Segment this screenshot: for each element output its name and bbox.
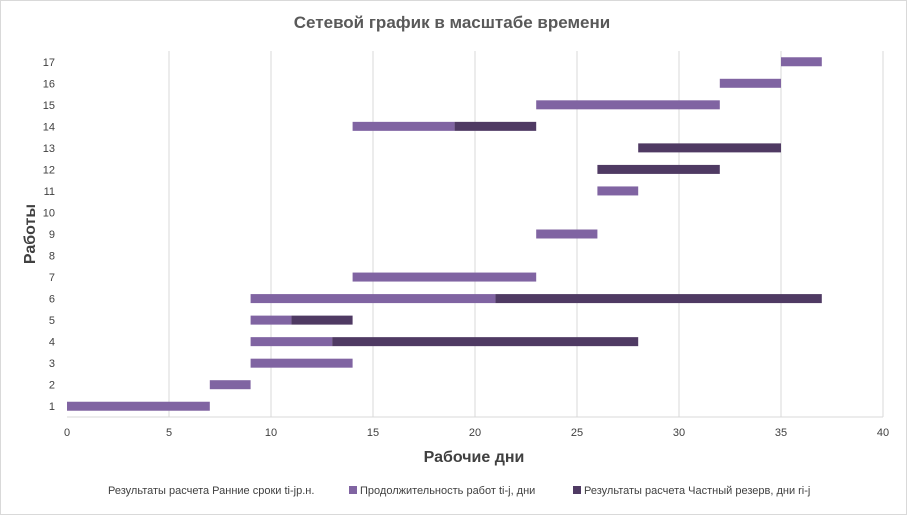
duration-bar: [250, 337, 333, 347]
y-tick-label: 2: [49, 380, 55, 392]
x-tick-label: 10: [265, 427, 277, 439]
y-tick-label: 1: [49, 401, 55, 413]
duration-bar: [597, 186, 639, 196]
duration-bar: [352, 121, 455, 131]
duration-bar: [250, 315, 292, 325]
legend: Результаты расчета Ранние сроки ti-jр.н.…: [108, 485, 810, 497]
x-tick-label: 40: [877, 427, 889, 439]
x-tick-label: 30: [673, 427, 685, 439]
chart-title: Сетевой график в масштабе времени: [294, 13, 610, 32]
reserve-bar: [332, 337, 639, 347]
legend-label: Результаты расчета Частный резерв, дни r…: [584, 485, 810, 497]
legend-label: Результаты расчета Ранние сроки ti-jр.н.: [108, 485, 314, 497]
x-tick-label: 20: [469, 427, 481, 439]
bars-group: [67, 57, 822, 411]
y-tick-label: 9: [49, 229, 55, 241]
y-tick-label: 14: [43, 121, 55, 133]
reserve-bar: [454, 121, 537, 131]
y-tick-label: 13: [43, 143, 55, 155]
y-tick-label: 12: [43, 164, 55, 176]
y-tick-label: 7: [49, 272, 55, 284]
duration-bar: [250, 358, 353, 368]
reserve-bar: [597, 164, 720, 174]
y-tick-label: 8: [49, 251, 55, 263]
reserve-bar: [638, 143, 781, 153]
duration-bar: [781, 57, 822, 67]
duration-bar: [250, 294, 496, 304]
duration-bar: [536, 100, 720, 110]
x-tick-label: 5: [166, 427, 172, 439]
duration-bar: [67, 401, 210, 411]
duration-bar: [209, 380, 251, 390]
y-tick-label: 16: [43, 78, 55, 90]
duration-bar: [719, 78, 781, 88]
y-tick-label: 11: [44, 186, 55, 198]
legend-label: Продолжительность работ ti-j, дни: [360, 485, 535, 497]
y-tick-label: 15: [43, 100, 55, 112]
x-axis-title: Рабочие дни: [424, 449, 525, 466]
duration-bar: [536, 229, 598, 239]
reserve-bar: [495, 294, 822, 304]
x-tick-labels: 0 5 10 15 20 25 30 35 40: [64, 427, 889, 439]
y-tick-label: 10: [43, 207, 55, 219]
legend-swatch: [573, 486, 581, 494]
y-tick-label: 6: [49, 294, 55, 306]
y-axis-title: Работы: [22, 204, 39, 264]
y-tick-label: 3: [49, 358, 55, 370]
y-tick-label: 17: [43, 57, 55, 69]
x-tick-label: 15: [367, 427, 379, 439]
y-tick-label: 5: [49, 315, 55, 327]
x-tick-label: 0: [64, 427, 70, 439]
x-tick-label: 25: [571, 427, 583, 439]
y-tick-label: 4: [49, 337, 55, 349]
reserve-bar: [291, 315, 353, 325]
legend-swatch: [349, 486, 357, 494]
duration-bar: [352, 272, 537, 282]
x-tick-label: 35: [775, 427, 787, 439]
